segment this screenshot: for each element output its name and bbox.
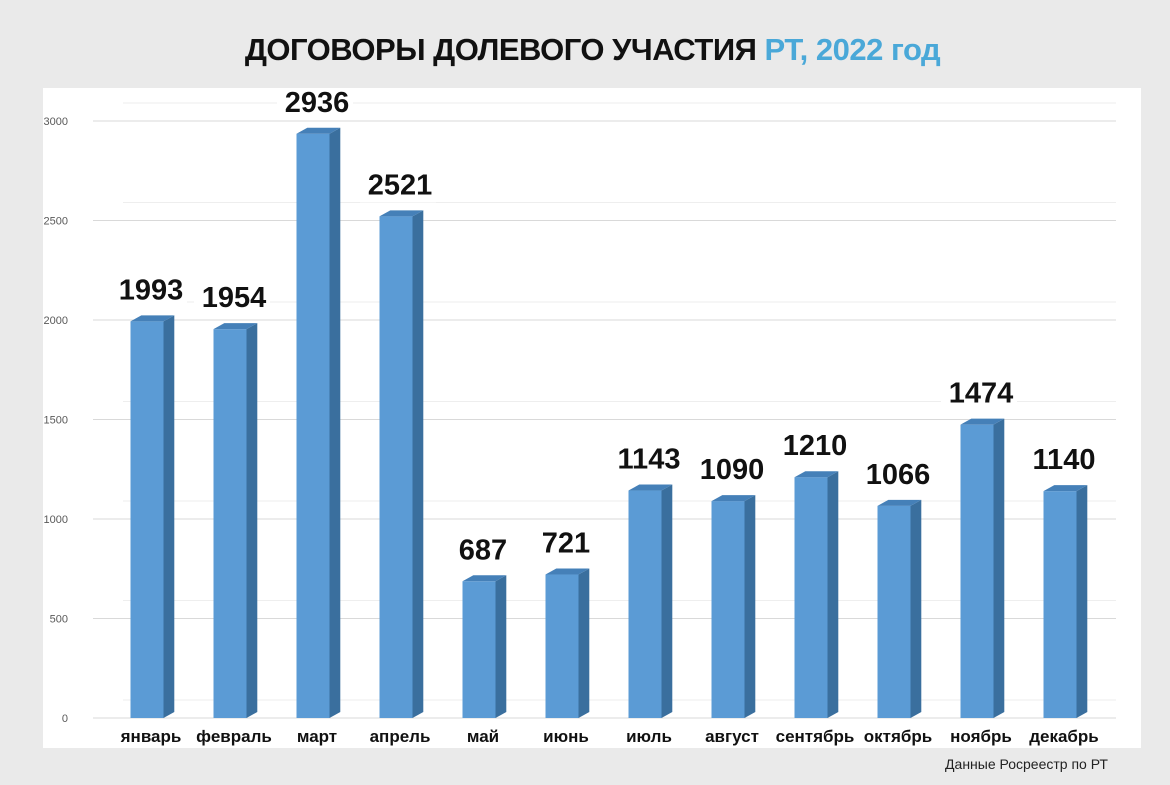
bar — [794, 477, 828, 718]
bar — [545, 574, 579, 718]
bar — [130, 321, 164, 718]
bar-side — [993, 418, 1005, 718]
y-tick-label: 1500 — [44, 415, 68, 427]
y-tick-label: 1000 — [44, 514, 68, 526]
bar-top — [130, 315, 175, 322]
bar — [379, 216, 413, 719]
bar-top — [379, 210, 424, 217]
x-tick-label: декабрь — [1029, 727, 1099, 746]
x-tick-label: июнь — [543, 727, 589, 746]
bar — [1043, 491, 1077, 718]
bar-top — [545, 568, 590, 575]
data-label: 1210 — [783, 430, 848, 462]
gridlines — [93, 102, 1116, 719]
bar-group — [213, 323, 258, 718]
data-label-bg — [443, 533, 519, 568]
bar-top — [296, 127, 341, 134]
data-label: 2936 — [285, 88, 350, 119]
data-label: 1143 — [618, 444, 681, 476]
bar-top — [628, 484, 673, 491]
data-label-bg — [692, 453, 768, 488]
bar-group — [711, 495, 756, 718]
bar-side — [744, 495, 756, 718]
bar — [462, 581, 496, 718]
bar-group — [462, 575, 507, 718]
bar — [711, 501, 745, 718]
bar-top — [794, 471, 839, 478]
bar — [877, 505, 911, 718]
data-label-bg — [775, 429, 851, 464]
chart-title-main: ДОГОВОРЫ ДОЛЕВОГО УЧАСТИЯ — [244, 32, 757, 67]
data-label: 687 — [459, 534, 507, 566]
bar — [296, 133, 330, 719]
x-tick-label: март — [297, 727, 337, 746]
x-tick-label: май — [467, 727, 499, 746]
bar-side — [495, 575, 507, 718]
bar-side — [910, 499, 922, 718]
x-tick-label: февраль — [196, 727, 272, 746]
x-tick-label: июль — [626, 727, 672, 746]
y-tick-label: 2500 — [44, 216, 68, 228]
bar-group — [130, 315, 175, 718]
bar-side — [412, 210, 424, 719]
data-label-bg — [858, 457, 934, 492]
bar-group — [1043, 485, 1088, 718]
bar-top — [213, 323, 258, 330]
data-label-bg — [360, 168, 436, 203]
bar-group — [794, 471, 839, 718]
data-label-bg — [941, 376, 1017, 411]
bar-side — [578, 568, 590, 718]
bar-top — [711, 495, 756, 502]
x-tick-label: сентябрь — [776, 727, 855, 746]
bar-side — [1076, 485, 1088, 718]
data-label-bg — [609, 442, 685, 477]
data-label-bg — [1024, 443, 1100, 478]
bar-group — [379, 210, 424, 719]
bar-group — [296, 127, 341, 719]
bar-top — [877, 499, 922, 506]
bar-side — [329, 127, 341, 718]
bar-group — [960, 418, 1005, 718]
bar-side — [163, 315, 175, 718]
data-label-bg — [194, 281, 270, 316]
bar-group — [545, 568, 590, 718]
x-tick-label: октябрь — [864, 727, 932, 746]
bar-group — [628, 484, 673, 718]
data-label-bg — [526, 526, 602, 561]
data-label-bg — [277, 88, 353, 120]
data-label: 1140 — [1033, 444, 1096, 476]
y-tick-label: 3000 — [44, 116, 68, 128]
data-label-bg — [111, 273, 187, 308]
data-label: 1474 — [949, 378, 1014, 410]
data-label: 2521 — [368, 169, 433, 201]
bar — [213, 329, 247, 718]
data-label: 721 — [542, 528, 590, 560]
bar-top — [462, 575, 507, 582]
chart-panel: 0 500 1000 1500 2000 2500 3000 1993 январь 1954 фе… — [43, 88, 1141, 748]
x-tick-label: ноябрь — [950, 727, 1012, 746]
x-tick-label: январь — [120, 727, 182, 746]
bar-top — [960, 418, 1005, 425]
bar-chart: 0 500 1000 1500 2000 2500 3000 1993 январь 1954 фе… — [44, 88, 1116, 746]
chart-title: ДОГОВОРЫ ДОЛЕВОГО УЧАСТИЯ РТ, 2022 год — [0, 32, 1170, 68]
x-tick-label: апрель — [370, 727, 431, 746]
bar-group — [877, 499, 922, 718]
bar-side — [827, 471, 839, 718]
chart-title-accent: РТ, 2022 год — [764, 32, 941, 67]
x-tick-label: август — [705, 727, 759, 746]
y-tick-label: 500 — [50, 614, 68, 626]
bar-side — [246, 323, 258, 718]
bar-top — [1043, 485, 1088, 492]
data-label: 1090 — [700, 454, 765, 486]
data-source-note: Данные Росреестр по РТ — [945, 756, 1108, 772]
data-label: 1993 — [119, 274, 184, 306]
bar-side — [661, 484, 673, 718]
bar — [960, 424, 994, 718]
data-label: 1066 — [866, 459, 931, 491]
data-label: 1954 — [202, 282, 267, 314]
y-tick-label: 0 — [62, 713, 68, 725]
y-tick-label: 2000 — [44, 315, 68, 327]
bar — [628, 490, 662, 718]
